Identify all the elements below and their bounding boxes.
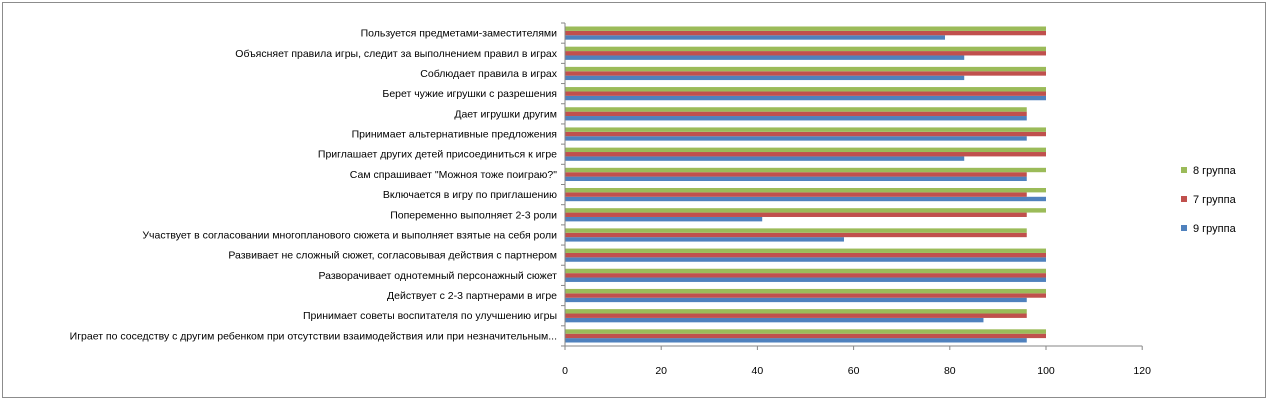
bar-2-series-2 <box>565 313 1027 318</box>
x-tick-label: 40 <box>752 365 764 377</box>
category-label: Дает игрушки другим <box>454 108 557 120</box>
bars-layer <box>565 26 1046 343</box>
bar-2-series-3 <box>565 309 1027 314</box>
bar-chart: Играет по соседству с другим ребенком пр… <box>70 22 1237 377</box>
bar-9-series-2 <box>565 172 1027 177</box>
bar-16-series-1 <box>565 35 945 40</box>
x-tick-label: 20 <box>655 365 667 377</box>
bar-10-series-3 <box>565 147 1046 153</box>
bar-14-series-2 <box>565 71 1046 76</box>
category-label: Попеременно выполняет 2-3 роли <box>390 209 557 221</box>
category-label: Действует с 2-3 партнерами в игре <box>387 290 557 302</box>
bar-9-series-1 <box>565 176 1027 182</box>
bar-8-series-1 <box>565 196 1046 202</box>
bar-3-series-2 <box>565 293 1046 298</box>
bar-12-series-3 <box>565 107 1027 112</box>
bar-14-series-3 <box>565 66 1046 72</box>
axes-layer <box>561 22 1143 350</box>
category-label: Приглашает других детей присоединиться к… <box>318 149 557 161</box>
bar-7-series-3 <box>565 208 1046 213</box>
bar-11-series-1 <box>565 136 1027 141</box>
tick-labels-layer: 0 20 40 60 80 100 120 <box>562 365 1151 377</box>
bar-7-series-1 <box>565 216 763 222</box>
category-label: Развивает не сложный сюжет, согласовывая… <box>228 250 557 262</box>
bar-5-series-3 <box>565 248 1046 253</box>
bar-3-series-1 <box>565 297 1027 303</box>
category-label: Соблюдает правила в играх <box>420 68 557 80</box>
legend: 8 группа 7 группа 9 группа <box>1181 165 1237 235</box>
bar-6-series-1 <box>565 237 844 242</box>
legend-label: 7 группа <box>1193 194 1237 206</box>
x-tick-label: 100 <box>1037 365 1055 377</box>
bar-1-series-1 <box>565 338 1027 343</box>
bar-16-series-2 <box>565 30 1046 36</box>
bar-3-series-3 <box>565 288 1046 294</box>
bar-13-series-1 <box>565 95 1046 101</box>
legend-label: 9 группа <box>1193 223 1237 235</box>
x-tick-label: 80 <box>944 365 956 377</box>
bar-15-series-3 <box>565 46 1046 52</box>
bar-5-series-2 <box>565 252 1046 258</box>
bar-11-series-3 <box>565 127 1046 132</box>
bar-5-series-1 <box>565 257 1046 262</box>
bar-4-series-3 <box>565 268 1046 274</box>
category-label: Играет по соседству с другим ребенком пр… <box>70 330 557 342</box>
legend-swatch <box>1181 225 1187 231</box>
x-tick-label: 60 <box>848 365 860 377</box>
category-labels-layer: Играет по соседству с другим ребенком пр… <box>70 28 558 343</box>
category-label: Пользуется предметами-заместителями <box>361 28 558 40</box>
bar-8-series-3 <box>565 187 1046 193</box>
bar-15-series-2 <box>565 51 1046 56</box>
category-label: Разворачивает однотемный персонажный сюж… <box>318 270 557 282</box>
bar-12-series-1 <box>565 116 1027 121</box>
bar-8-series-2 <box>565 192 1027 197</box>
bar-6-series-2 <box>565 232 1027 238</box>
bar-7-series-2 <box>565 212 1027 217</box>
category-label: Участвует в согласовании многопланового … <box>142 229 557 241</box>
bar-13-series-3 <box>565 87 1046 92</box>
bar-4-series-2 <box>565 273 1046 278</box>
x-tick-label: 0 <box>562 365 568 377</box>
bar-16-series-3 <box>565 26 1046 31</box>
bar-4-series-1 <box>565 277 1046 282</box>
x-tick-label: 120 <box>1133 365 1151 377</box>
legend-label: 8 группа <box>1193 165 1237 177</box>
bar-13-series-2 <box>565 91 1046 96</box>
bar-1-series-3 <box>565 329 1046 334</box>
bar-6-series-3 <box>565 228 1027 233</box>
legend-swatch <box>1181 167 1187 173</box>
legend-swatch <box>1181 196 1187 202</box>
category-label: Объясняет правила игры, следит за выполн… <box>235 48 557 60</box>
bar-14-series-1 <box>565 75 965 81</box>
bar-1-series-2 <box>565 333 1046 339</box>
category-label: Включается в игру по приглашению <box>383 189 557 201</box>
bar-11-series-2 <box>565 131 1046 137</box>
category-label: Берет чужие игрушки с разрешения <box>382 88 557 100</box>
category-label: Сам спрашивает "Можноя тоже поиграю?" <box>350 169 557 181</box>
category-label: Принимает советы воспитателя по улучшени… <box>303 310 557 322</box>
bar-12-series-2 <box>565 111 1027 117</box>
bar-2-series-1 <box>565 317 984 323</box>
bar-10-series-1 <box>565 156 965 161</box>
category-label: Принимает альтернативные предложения <box>352 129 557 141</box>
bar-15-series-1 <box>565 55 965 60</box>
bar-10-series-2 <box>565 152 1046 157</box>
bar-9-series-3 <box>565 167 1046 173</box>
